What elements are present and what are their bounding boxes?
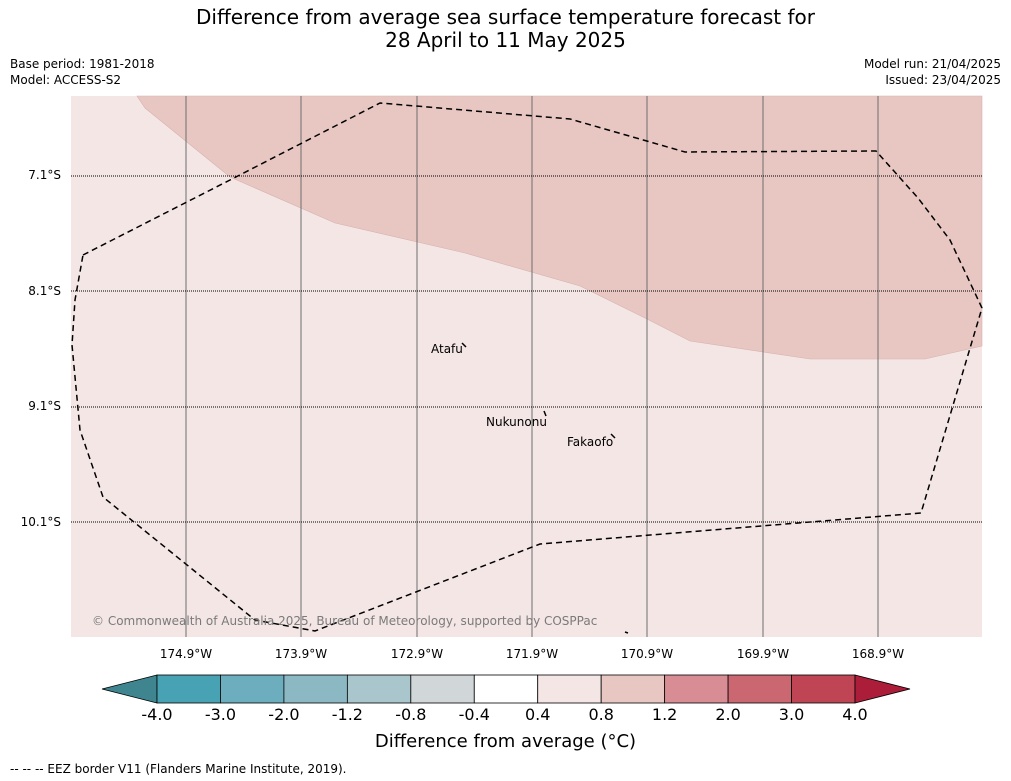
colorbar-tick-label: -0.8: [395, 705, 427, 724]
colorbar-segment: [410, 674, 475, 704]
title-line-1: Difference from average sea surface temp…: [195, 5, 815, 29]
place-nukunonu: Nukunonu: [486, 415, 547, 429]
colorbar-segment: [156, 674, 221, 704]
colorbar-segment: [220, 674, 285, 704]
lon-label-168-9: 168.9°W: [851, 647, 905, 661]
colorbar-extend-high: [854, 674, 911, 704]
meridian-lines: [185, 96, 879, 637]
base-period: Base period: 1981-2018: [10, 57, 155, 71]
colorbar-tick-label: -0.4: [458, 705, 490, 724]
fakaofo-island-mark: [610, 433, 616, 439]
colorbar-segment: [664, 674, 729, 704]
nukunonu-island-mark: [543, 410, 547, 417]
lon-label-172-9: 172.9°W: [390, 647, 444, 661]
colorbar-segment: [283, 674, 348, 704]
colorbar-tick-label: -4.0: [141, 705, 173, 724]
colorbar-tick-label: -2.0: [268, 705, 300, 724]
colorbar-segment: [727, 674, 792, 704]
model-name: Model: ACCESS-S2: [10, 73, 122, 87]
colorbar-tick-label: 0.8: [588, 705, 614, 724]
swains-island-mark: [624, 631, 629, 634]
colorbar-tick-label: 0.4: [524, 705, 551, 724]
colorbar-segment: [600, 674, 666, 704]
colorbar: [101, 674, 911, 704]
colorbar-segment: [473, 674, 539, 704]
lat-label-8-1: 8.1°S: [28, 284, 61, 298]
lon-label-174-9: 174.9°W: [159, 647, 213, 661]
lat-label-7-1: 7.1°S: [28, 168, 61, 182]
place-fakaofo: Fakaofo: [567, 435, 614, 449]
anomaly-fill-dark: [136, 95, 983, 360]
meta-right: Model run: 21/04/2025 Issued: 23/04/2025: [864, 56, 1001, 88]
meta-left: Base period: 1981-2018 Model: ACCESS-S2: [10, 56, 155, 88]
lon-label-170-9: 170.9°W: [620, 647, 674, 661]
colorbar-tick-label: 4.0: [842, 705, 868, 724]
colorbar-tick-label: 2.0: [715, 705, 741, 724]
colorbar-tick-label: 1.2: [651, 705, 678, 724]
colorbar-title: Difference from average (°C): [374, 731, 637, 752]
lon-label-173-9: 173.9°W: [274, 647, 328, 661]
lon-label-169-9: 169.9°W: [736, 647, 790, 661]
lat-label-10-1: 10.1°S: [20, 515, 61, 529]
colorbar-tick-label: -3.0: [204, 705, 237, 724]
colorbar-tick-label: -1.2: [331, 705, 363, 724]
colorbar-segment: [791, 674, 856, 704]
lat-label-9-1: 9.1°S: [28, 399, 61, 413]
model-run: Model run: 21/04/2025: [863, 57, 1001, 71]
colorbar-segment: [537, 674, 602, 704]
lon-label-171-9: 171.9°W: [505, 647, 559, 661]
map-title: Difference from average sea surface temp…: [0, 6, 1011, 52]
eez-legend-note: -- -- -- EEZ border V11 (Flanders Marine…: [10, 762, 347, 776]
colorbar-extend-low: [101, 674, 158, 704]
place-atafu: Atafu: [431, 342, 463, 356]
copyright-notice: © Commonwealth of Australia 2025, Bureau…: [92, 614, 598, 628]
eez-border: [71, 102, 983, 632]
issued-date: Issued: 23/04/2025: [885, 73, 1001, 87]
atafu-island-mark: [461, 342, 467, 348]
colorbar-tick-label: 3.0: [778, 705, 805, 724]
title-line-2: 28 April to 11 May 2025: [385, 28, 626, 52]
colorbar-segment: [346, 674, 412, 704]
